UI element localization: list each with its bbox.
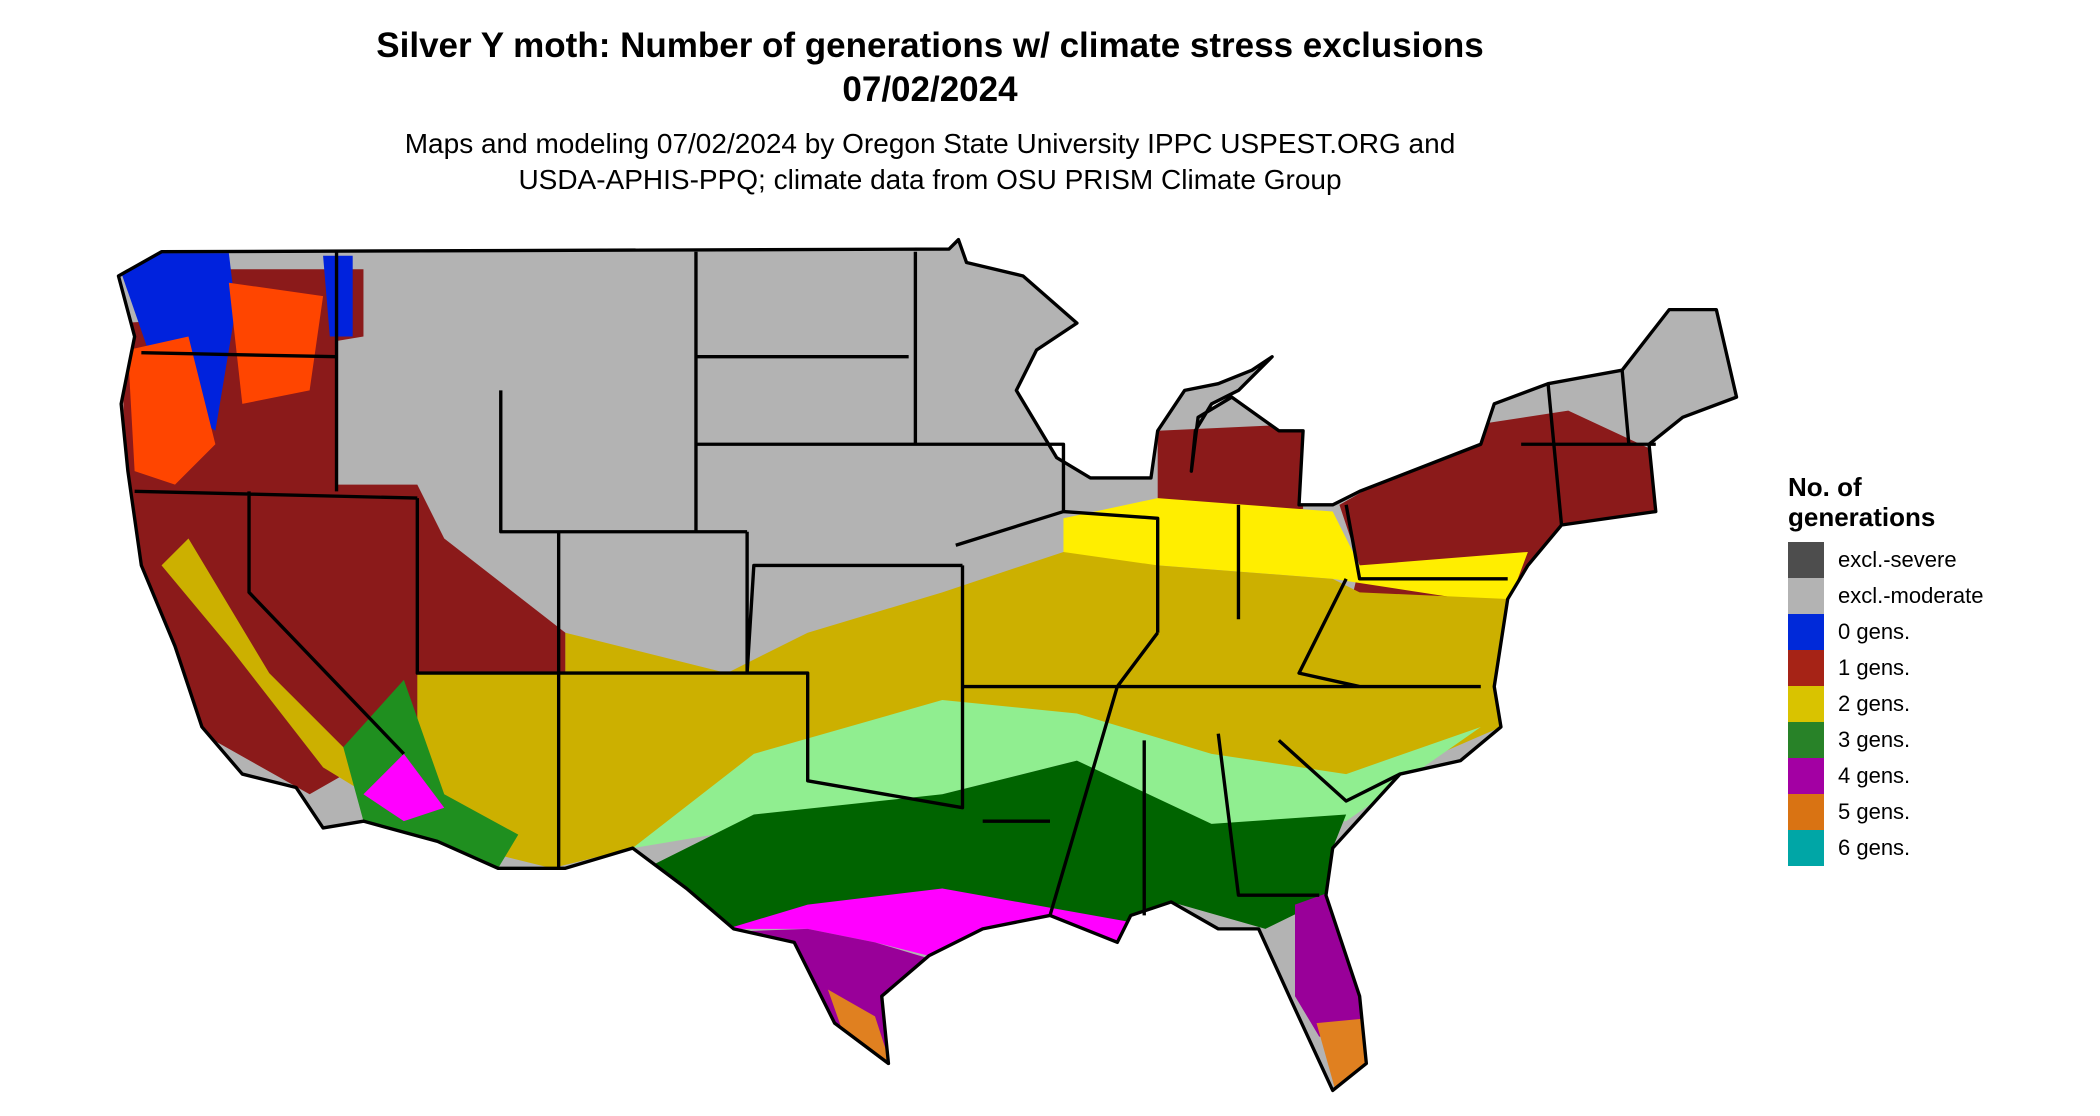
legend-label: 5 gens. — [1838, 799, 1911, 824]
chart-subtitle-line2: USDA-APHIS-PPQ; climate data from OSU PR… — [518, 164, 1342, 195]
legend-item: excl.-moderate — [1788, 578, 1984, 614]
zone-1-gen-northeast — [1157, 410, 1670, 680]
legend-swatch — [1788, 578, 1824, 614]
state-lines — [134, 251, 1656, 916]
legend-swatch — [1788, 614, 1824, 650]
chart-subtitle-line1: Maps and modeling 07/02/2024 by Oregon S… — [404, 128, 1456, 159]
legend-swatch — [1788, 758, 1824, 794]
legend-item: 3 gens. — [1788, 722, 1984, 758]
chart-date: 07/02/2024 — [842, 70, 1018, 109]
legend-label: 2 gens. — [1838, 691, 1911, 716]
legend-label: 4 gens. — [1838, 763, 1911, 788]
legend-item: 2 gens. — [1788, 686, 1984, 722]
zone-4-gen-florida — [1295, 891, 1367, 1037]
legend-swatch — [1788, 686, 1824, 722]
zone-3-gen-arizona — [343, 679, 519, 869]
legend: No. of generations excl.-severe excl.-mod… — [1788, 472, 1984, 866]
legend-label: 0 gens. — [1838, 619, 1911, 644]
zone-hot-red-oregon — [127, 282, 324, 485]
legend-title-line2: generations — [1788, 502, 1936, 532]
legend-label: 1 gens. — [1838, 655, 1911, 680]
legend-item: 6 gens. — [1788, 830, 1984, 866]
legend-swatch — [1788, 542, 1824, 578]
zone-5-gen-texas-tip — [827, 989, 892, 1067]
zone-4-gen-magenta — [363, 753, 1131, 956]
legend-title-line1: No. of — [1788, 472, 1862, 502]
legend-swatch — [1788, 722, 1824, 758]
us-outline — [116, 237, 1739, 1093]
legend-item: 0 gens. — [1788, 614, 1984, 650]
legend-item: 1 gens. — [1788, 650, 1984, 686]
state-borders — [116, 237, 1739, 1093]
legend-item: 4 gens. — [1788, 758, 1984, 794]
legend-swatch — [1788, 650, 1824, 686]
legend-swatch — [1788, 830, 1824, 866]
zone-2-gen-central — [161, 538, 1508, 869]
legend-item: excl.-severe — [1788, 542, 1984, 578]
zone-3-gen-south — [646, 760, 1347, 936]
legend-title: No. of generations — [1788, 472, 1984, 532]
legend-swatch — [1788, 794, 1824, 830]
legend-label: excl.-severe — [1838, 547, 1957, 572]
legend-label: excl.-moderate — [1838, 583, 1984, 608]
legend-item: 5 gens. — [1788, 794, 1984, 830]
legend-label: 3 gens. — [1838, 727, 1911, 752]
chart-title: Silver Y moth: Number of generations w/ … — [376, 26, 1484, 65]
legend-label: 6 gens. — [1838, 835, 1911, 860]
